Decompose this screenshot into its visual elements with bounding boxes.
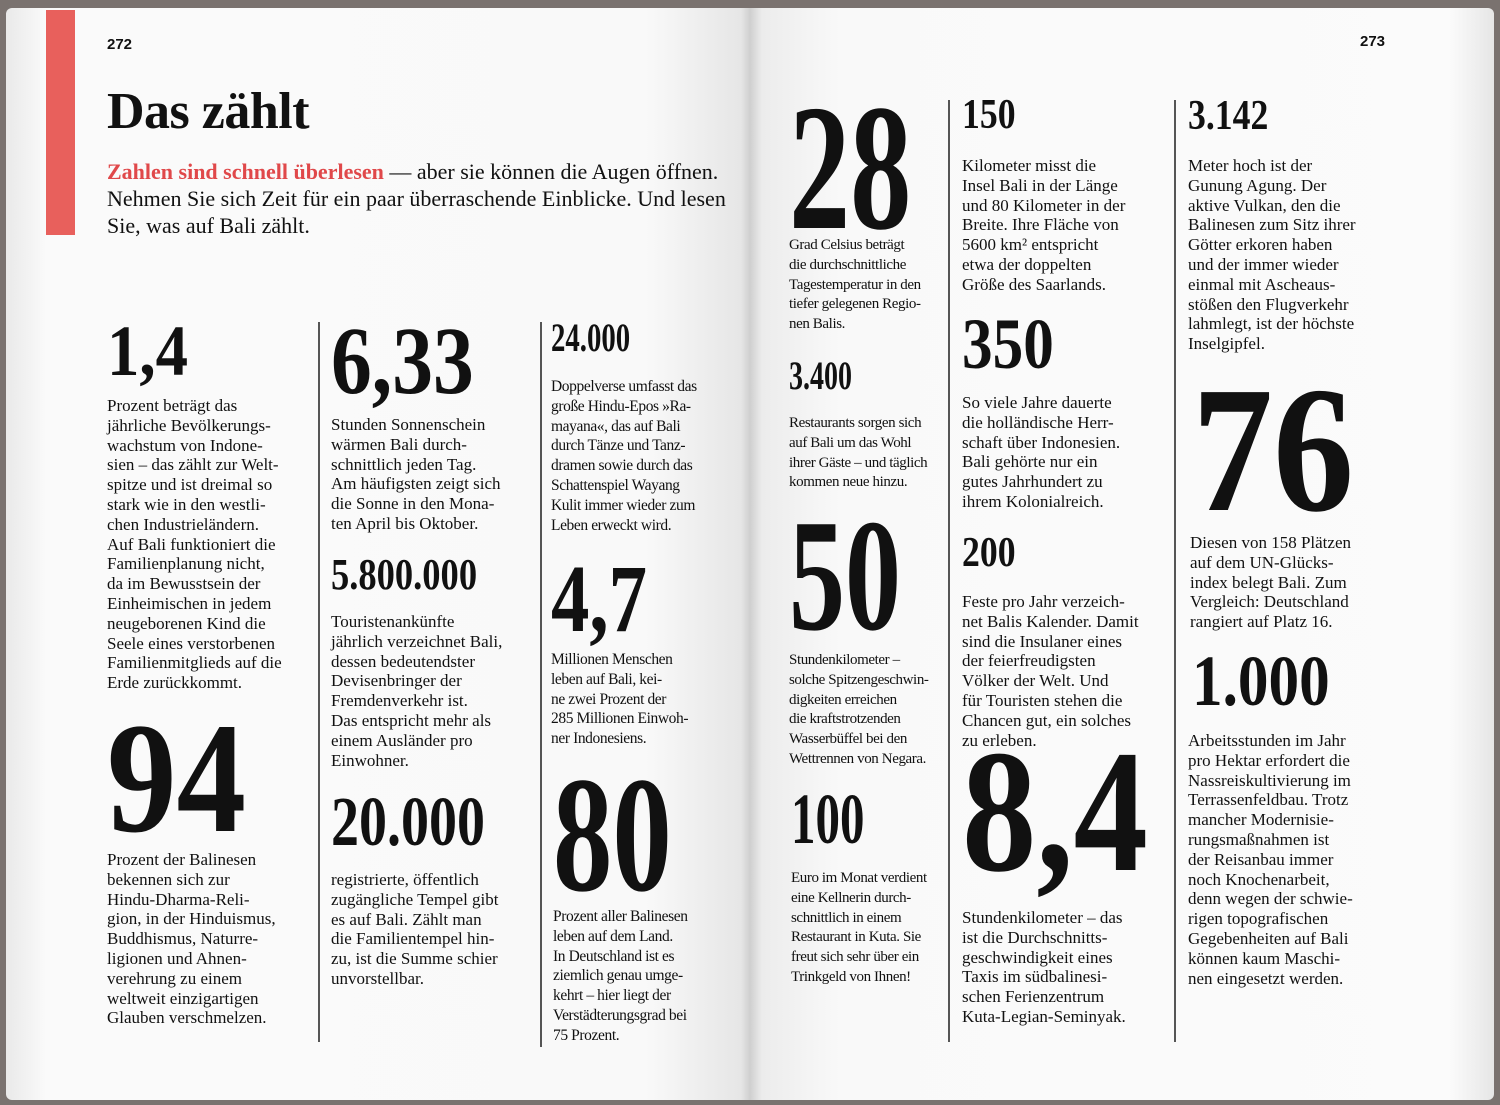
intro-rest: — aber sie können die Augen öffnen. Nehm…	[107, 159, 726, 238]
fact-number: 5.800.000	[331, 549, 478, 599]
fact-number: 4,7	[551, 544, 647, 652]
fact-number: 1,4	[107, 310, 188, 391]
fact-number: 50	[789, 486, 901, 665]
accent-bar	[46, 10, 75, 235]
fact-text: Kilometer misst die Insel Bali in der Lä…	[962, 156, 1126, 294]
column-divider	[318, 322, 320, 1042]
fact-number: 20.000	[331, 783, 485, 861]
page-title: Das zählt	[107, 83, 310, 140]
column-divider	[948, 100, 950, 1042]
page-number-left: 272	[107, 36, 133, 53]
fact-number: 94	[107, 691, 247, 867]
left-page	[6, 8, 750, 1100]
fact-number: 1.000	[1192, 640, 1330, 721]
right-page	[750, 8, 1494, 1100]
fact-text: Prozent der Balinesen bekennen sich zur …	[107, 850, 276, 1028]
fact-text: Feste pro Jahr verzeich- net Balis Kalen…	[962, 592, 1139, 750]
intro-highlight: Zahlen sind schnell überlesen	[107, 159, 384, 184]
fact-number: 150	[962, 92, 1016, 139]
fact-number: 100	[791, 778, 865, 859]
page-number-right: 273	[1360, 33, 1386, 50]
fact-text: Stundenkilometer – das ist die Durchschn…	[962, 908, 1126, 1026]
fact-number: 8,4	[962, 713, 1148, 908]
fact-text: So viele Jahre dauerte die holländische …	[962, 393, 1121, 511]
fact-text: Stundenkilometer – solche Spitzengeschwi…	[789, 652, 929, 767]
fact-number: 3.142	[1188, 93, 1269, 140]
fact-text: Stunden Sonnenschein wärmen Bali durch- …	[331, 415, 501, 533]
fact-text: Grad Celsius beträgt die durchschnittlic…	[789, 237, 921, 333]
fact-text: Arbeitsstunden im Jahr pro Hektar erford…	[1188, 731, 1353, 988]
fact-text: Meter hoch ist der Gunung Agung. Der akt…	[1188, 156, 1356, 354]
fact-number: 6,33	[331, 306, 474, 414]
fact-number: 24.000	[551, 315, 631, 361]
fact-text: Doppelverse umfasst das große Hindu-Epos…	[551, 378, 697, 534]
fact-number: 28	[789, 68, 912, 268]
intro-text: Zahlen sind schnell überlesen — aber sie…	[107, 158, 727, 239]
column-divider	[1174, 100, 1176, 1042]
fact-text: Touristenankünfte jährlich verzeichnet B…	[331, 612, 503, 770]
column-divider	[540, 322, 542, 1047]
fact-number: 350	[962, 303, 1054, 384]
fact-text: Millionen Menschen leben auf Bali, kei- …	[551, 651, 689, 748]
fact-text: Euro im Monat verdient eine Kellnerin du…	[791, 870, 927, 985]
fact-text: Prozent aller Balinesen leben auf dem La…	[553, 908, 688, 1044]
fact-text: Restaurants sorgen sich auf Bali um das …	[789, 415, 928, 491]
fact-text: Prozent beträgt das jährliche Bevölkerun…	[107, 396, 282, 693]
fact-number: 76	[1192, 350, 1354, 550]
fact-text: registrierte, öffentlich zugängliche Tem…	[331, 870, 499, 988]
fact-number: 3.400	[789, 353, 852, 399]
fact-number: 80	[553, 743, 672, 927]
fact-number: 200	[962, 530, 1016, 577]
fact-text: Diesen von 158 Plätzen auf dem UN-Glücks…	[1190, 533, 1351, 632]
